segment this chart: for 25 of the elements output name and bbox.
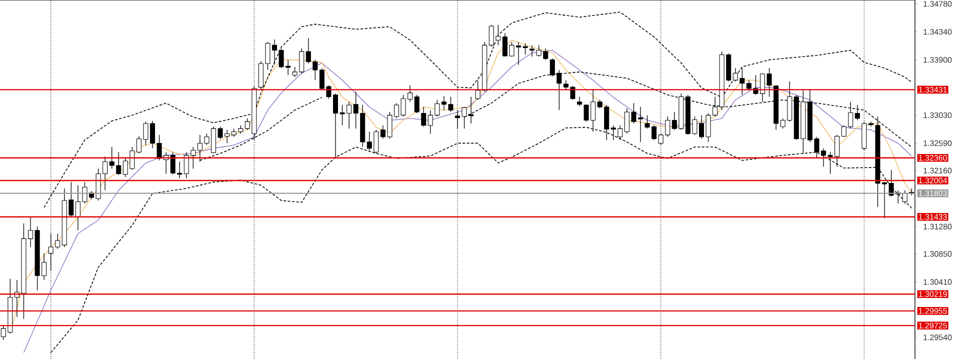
y-tick-label: 1.32590 (924, 140, 952, 146)
candlestick (414, 94, 420, 114)
y-tick-label: 1.34780 (924, 0, 952, 7)
ref-line-label: 1.33431 (918, 86, 947, 93)
candlestick (577, 96, 582, 107)
candlestick (530, 44, 535, 57)
candlestick (421, 106, 426, 127)
ref-line-label: 1.29955 (918, 308, 947, 314)
y-tick-label: 1.33900 (924, 56, 952, 63)
ref-line-label: 1.31803 (918, 190, 947, 196)
ref-line-label: 1.32360 (918, 155, 947, 161)
ref-line-label: 1.29725 (918, 322, 947, 328)
y-tick-label: 1.30410 (924, 279, 952, 285)
y-tick-label: 1.34340 (924, 28, 952, 35)
ref-line-label: 1.32004 (918, 178, 948, 184)
y-tick-label: 1.31280 (924, 224, 952, 230)
candlestick (475, 80, 480, 100)
ref-line-label: 1.30219 (918, 291, 947, 297)
y-tick-label: 1.32160 (924, 168, 952, 174)
y-tick-label: 1.30850 (924, 251, 952, 257)
candlestick (902, 190, 908, 204)
y-tick-label: 1.33030 (924, 112, 952, 118)
ref-line-label: 1.31433 (918, 214, 947, 220)
candlestick (854, 104, 860, 121)
y-tick-label: 1.29540 (924, 334, 952, 340)
